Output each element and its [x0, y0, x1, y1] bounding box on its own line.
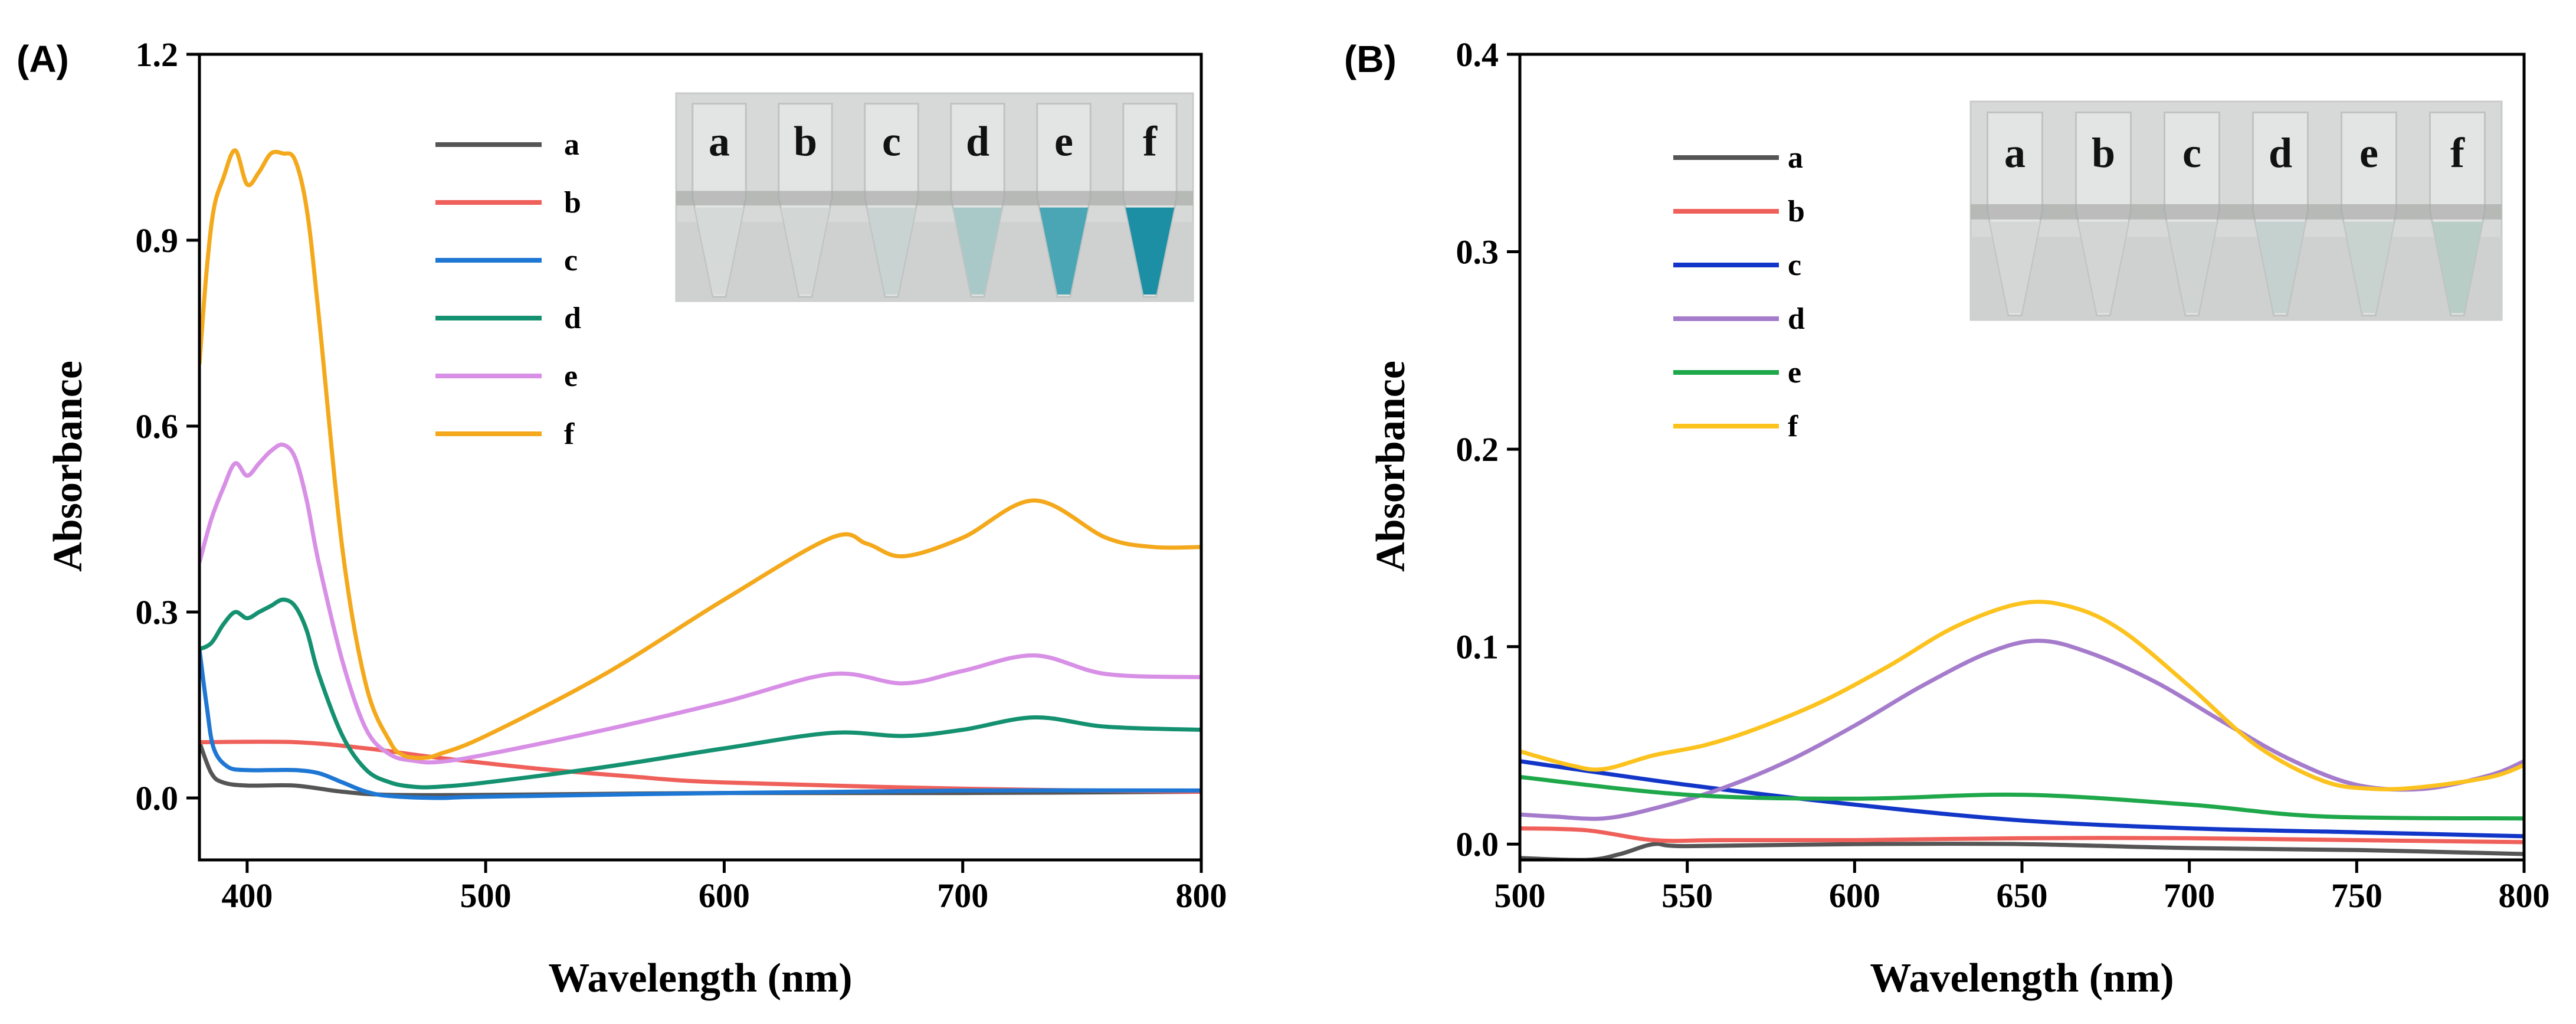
- legend-label-b-f: f: [1788, 410, 1798, 443]
- inset-tube-label-b-b: b: [2092, 129, 2115, 176]
- series-line-b-d: [1520, 639, 2524, 821]
- series-line-a-a: [199, 741, 1201, 797]
- x-tick-label-b: 600: [1829, 876, 1880, 915]
- x-tick-label-b: 550: [1661, 876, 1713, 915]
- legend-label-a-b: b: [564, 186, 581, 220]
- x-tick-label-a: 800: [1176, 876, 1227, 915]
- inset-tube-label-b-f: f: [2450, 129, 2465, 176]
- chart-panel-a: (A) Absorbance Wavelength (nm) 400 500 600…: [17, 35, 1227, 1001]
- legend-label-a-a: a: [564, 128, 579, 162]
- series-line-b-f: [1520, 600, 2524, 791]
- legend-label-a-e: e: [564, 359, 578, 393]
- inset-tube-label-a-a: a: [709, 118, 730, 165]
- legend-label-a-c: c: [564, 244, 578, 277]
- ticks-a: 400 500 600 700 800 0.0 0.3 0.6 0.9 1.2: [136, 35, 1227, 915]
- series-line-b-c: [1520, 759, 2524, 839]
- inset-rack-bar-a: [676, 191, 1193, 206]
- inset-tube-solution-a-e: [1039, 207, 1089, 295]
- inset-tube-solution-a-a: [694, 207, 744, 295]
- x-tick-label-b: 700: [2164, 876, 2215, 915]
- inset-tube-label-b-d: d: [2269, 129, 2292, 176]
- y-axis-title-a: Absorbance: [45, 361, 91, 572]
- y-tick-label-b: 0.4: [1456, 35, 1499, 74]
- inset-tube-label-a-f: f: [1143, 118, 1158, 165]
- inset-tube-solution-b-b: [2078, 221, 2129, 313]
- x-tick-label-b: 750: [2331, 876, 2382, 915]
- x-tick-label-b: 800: [2499, 876, 2550, 915]
- x-tick-label-a: 700: [937, 876, 988, 915]
- y-tick-label-a: 1.2: [136, 35, 179, 74]
- x-axis-title-b: Wavelength (nm): [1870, 956, 2174, 1001]
- inset-tube-solution-a-f: [1125, 207, 1175, 295]
- legend-label-a-f: f: [564, 417, 575, 451]
- inset-tube-solution-a-b: [781, 207, 830, 295]
- inset-tube-solution-b-f: [2432, 221, 2483, 313]
- y-axis-title-b: Absorbance: [1368, 361, 1414, 572]
- series-group-a: [199, 148, 1201, 800]
- inset-tube-label-b-a: a: [2004, 129, 2026, 176]
- inset-tube-label-a-d: d: [966, 118, 989, 165]
- inset-tube-label-a-b: b: [794, 118, 817, 165]
- x-tick-label-b: 500: [1495, 876, 1546, 915]
- legend-label-b-c: c: [1788, 248, 1801, 282]
- inset-photo-a: a b c d e f: [675, 92, 1194, 302]
- ticks-b: 500 550 600 650 700 750 800 0.0 0.1 0.2 0.3 0.4: [1456, 35, 2550, 915]
- inset-tube-label-a-c: c: [882, 118, 901, 165]
- x-tick-label-a: 500: [460, 876, 512, 915]
- inset-tube-solution-a-c: [867, 207, 916, 295]
- y-tick-label-a: 0.9: [136, 221, 179, 260]
- legend-label-b-d: d: [1788, 302, 1805, 336]
- inset-bench-a: [676, 222, 1193, 301]
- inset-tube-label-a-e: e: [1054, 118, 1073, 165]
- series-group-b: [1520, 600, 2524, 860]
- x-axis-title-a: Wavelength (nm): [548, 956, 852, 1001]
- series-line-a-e: [199, 442, 1201, 765]
- inset-tube-solution-b-a: [1990, 221, 2040, 313]
- x-tick-label-a: 400: [221, 876, 273, 915]
- y-tick-label-b: 0.2: [1456, 430, 1499, 469]
- y-tick-label-b: 0.1: [1456, 628, 1499, 666]
- inset-tube-label-b-c: c: [2182, 129, 2201, 176]
- inset-bench-b: [1971, 237, 2502, 320]
- series-line-b-e: [1520, 775, 2524, 821]
- series-line-a-d: [199, 597, 1201, 790]
- inset-tube-solution-b-c: [2167, 221, 2217, 313]
- y-tick-label-a: 0.0: [136, 779, 179, 817]
- inset-rack-bar-b: [1971, 204, 2502, 220]
- inset-tube-solution-b-e: [2344, 221, 2394, 313]
- inset-photo-b: a b c d e f: [1969, 100, 2503, 321]
- x-tick-label-a: 600: [699, 876, 750, 915]
- y-tick-label-b: 0.0: [1456, 825, 1499, 863]
- panel-label-b: (B): [1344, 38, 1397, 80]
- inset-tube-label-b-e: e: [2359, 129, 2378, 176]
- legend-label-a-d: d: [564, 302, 581, 335]
- legend-label-b-b: b: [1788, 195, 1805, 228]
- inset-tube-solution-a-d: [953, 207, 1002, 295]
- y-tick-label-a: 0.3: [136, 593, 179, 632]
- inset-tube-solution-b-d: [2255, 221, 2306, 313]
- series-line-b-b: [1520, 826, 2524, 845]
- panel-label-a: (A): [17, 38, 69, 80]
- series-line-b-a: [1520, 842, 2524, 860]
- series-line-a-f: [199, 148, 1201, 760]
- chart-panel-b: (B) Absorbance Wavelength (nm) 500 550 600…: [1344, 35, 2550, 1001]
- y-tick-label-b: 0.3: [1456, 233, 1499, 271]
- series-line-a-c: [199, 649, 1201, 800]
- plot-frame-a: [198, 53, 1203, 862]
- x-tick-label-b: 650: [1997, 876, 2048, 915]
- y-tick-label-a: 0.6: [136, 407, 179, 446]
- plot-frame-b: [1518, 53, 2526, 862]
- legend-label-b-e: e: [1788, 356, 1801, 390]
- legend-label-b-a: a: [1788, 141, 1803, 175]
